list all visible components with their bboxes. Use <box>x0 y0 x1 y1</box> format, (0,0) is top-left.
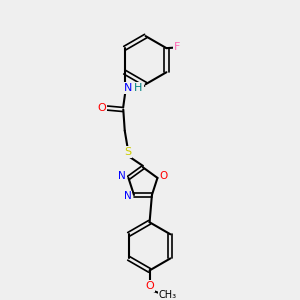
Text: O: O <box>160 171 168 182</box>
Text: F: F <box>173 42 180 52</box>
Text: O: O <box>97 103 106 113</box>
Text: H: H <box>134 83 143 93</box>
Text: O: O <box>145 281 154 291</box>
Text: S: S <box>124 147 131 157</box>
Text: N: N <box>118 171 126 182</box>
Text: N: N <box>124 191 131 201</box>
Text: CH₃: CH₃ <box>159 290 177 300</box>
Text: N: N <box>124 83 133 93</box>
